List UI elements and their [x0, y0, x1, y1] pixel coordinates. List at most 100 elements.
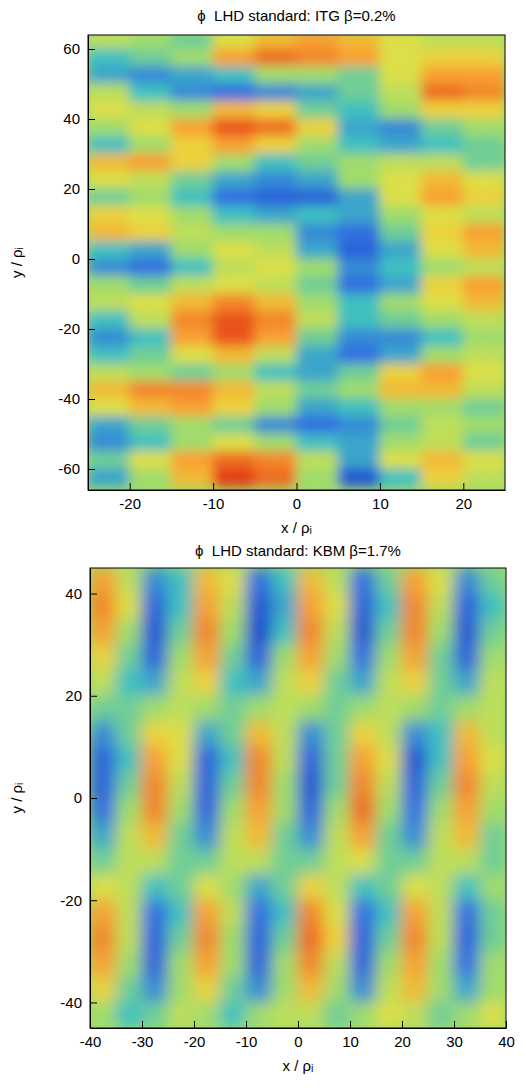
heatmap-cell [246, 1002, 273, 1028]
heatmap-cell [428, 568, 455, 594]
y-tick-mark [88, 119, 95, 120]
heatmap-cell [142, 1002, 169, 1028]
heatmap-cell [421, 66, 464, 85]
heatmap-cell [428, 798, 455, 825]
heatmap-cell [421, 206, 464, 225]
heatmap-cell [116, 976, 143, 1003]
heatmap-cell [213, 259, 256, 278]
heatmap-cell [350, 951, 377, 978]
heatmap-cell [296, 171, 339, 190]
heatmap-cell [338, 329, 381, 348]
heatmap-cell [421, 84, 464, 103]
heatmap-cell [379, 35, 422, 50]
heatmap-cell [338, 241, 381, 260]
heatmap-cell [480, 1002, 507, 1028]
heatmap-cell [129, 311, 172, 330]
heatmap-cell [379, 399, 422, 418]
heatmap-cell [379, 66, 422, 85]
heatmap-cell [298, 568, 325, 594]
heatmap-cell [171, 381, 214, 400]
heatmap-cell [171, 434, 214, 453]
heatmap-cell [379, 119, 422, 138]
heatmap-cell [129, 154, 172, 173]
heatmap-cell [194, 951, 221, 978]
heatmap-cell [480, 619, 507, 646]
heatmap-cell [168, 644, 195, 671]
y-tick-label: -40 [60, 994, 82, 1011]
heatmap-cell [129, 136, 172, 155]
heatmap-cell [254, 451, 297, 470]
heatmap-cell [272, 772, 299, 799]
heatmap-cell [90, 798, 117, 825]
heatmap-cell [220, 670, 247, 697]
heatmap-cell [296, 364, 339, 383]
heatmap-cell [194, 772, 221, 799]
heatmap-cell [88, 381, 130, 400]
plot-background [88, 35, 505, 490]
heatmap-cell [350, 695, 377, 722]
heatmap-cell [129, 49, 172, 68]
heatmap-cell [338, 276, 381, 295]
x-tick-label: 40 [498, 1033, 515, 1050]
heatmap-cell [463, 224, 505, 243]
heatmap-cell [194, 925, 221, 952]
heatmap-cell [463, 346, 505, 365]
heatmap-cell [254, 119, 297, 138]
heatmap-cell [298, 798, 325, 825]
heatmap-cell [338, 136, 381, 155]
heatmap-cell [463, 101, 505, 120]
y-tick-label: -60 [58, 460, 80, 477]
heatmap-cells [88, 35, 505, 487]
heatmap-cell [220, 593, 247, 620]
heatmap-cell [168, 951, 195, 978]
heatmap-cell [379, 311, 422, 330]
heatmap-cell [129, 119, 172, 138]
heatmap-cell [272, 951, 299, 978]
heatmap-cell [129, 294, 172, 313]
heatmap-cell [428, 695, 455, 722]
heatmap-cell [220, 925, 247, 952]
heatmap-cell [421, 451, 464, 470]
heatmap-cell [88, 469, 130, 488]
heatmap-cell [129, 381, 172, 400]
heatmap-cell [116, 900, 143, 927]
heatmap-cell [129, 346, 172, 365]
heatmap-cell [116, 849, 143, 876]
heatmap-cell [376, 644, 403, 671]
y-tick-label: -20 [58, 320, 80, 337]
heatmap-cell [463, 399, 505, 418]
heatmap-cell [213, 416, 256, 435]
heatmap-cell [421, 346, 464, 365]
y-tick-mark [90, 1002, 97, 1003]
heatmap-cell [213, 294, 256, 313]
heatmap-cell [116, 874, 143, 901]
heatmap-cell [324, 746, 351, 773]
heatmap-cell [272, 900, 299, 927]
heatmap-cell [379, 224, 422, 243]
heatmap-cell [168, 746, 195, 773]
heatmap-cell [376, 568, 403, 594]
heatmap-cell [171, 451, 214, 470]
heatmap-cell [463, 241, 505, 260]
y-tick: 40 [63, 110, 95, 127]
heatmap-cell [298, 721, 325, 748]
heatmap-cell [379, 84, 422, 103]
heatmap-cell [254, 101, 297, 120]
y-tick: 20 [63, 180, 95, 197]
heatmap-cell [350, 772, 377, 799]
heatmap-cell [88, 154, 130, 173]
heatmap-cell [116, 746, 143, 773]
heatmap-cell [296, 154, 339, 173]
heatmap-cell [213, 154, 256, 173]
y-tick-mark [88, 259, 95, 260]
heatmap-cell [454, 746, 481, 773]
heatmap-cell [142, 593, 169, 620]
heatmap-cell [454, 593, 481, 620]
heatmap-cell [376, 670, 403, 697]
heatmap-cell [296, 329, 339, 348]
heatmap-cell [194, 798, 221, 825]
heatmap-cell [376, 925, 403, 952]
heatmap-cell [428, 900, 455, 927]
x-tick-mark [246, 1021, 247, 1028]
heatmap-cell [272, 644, 299, 671]
